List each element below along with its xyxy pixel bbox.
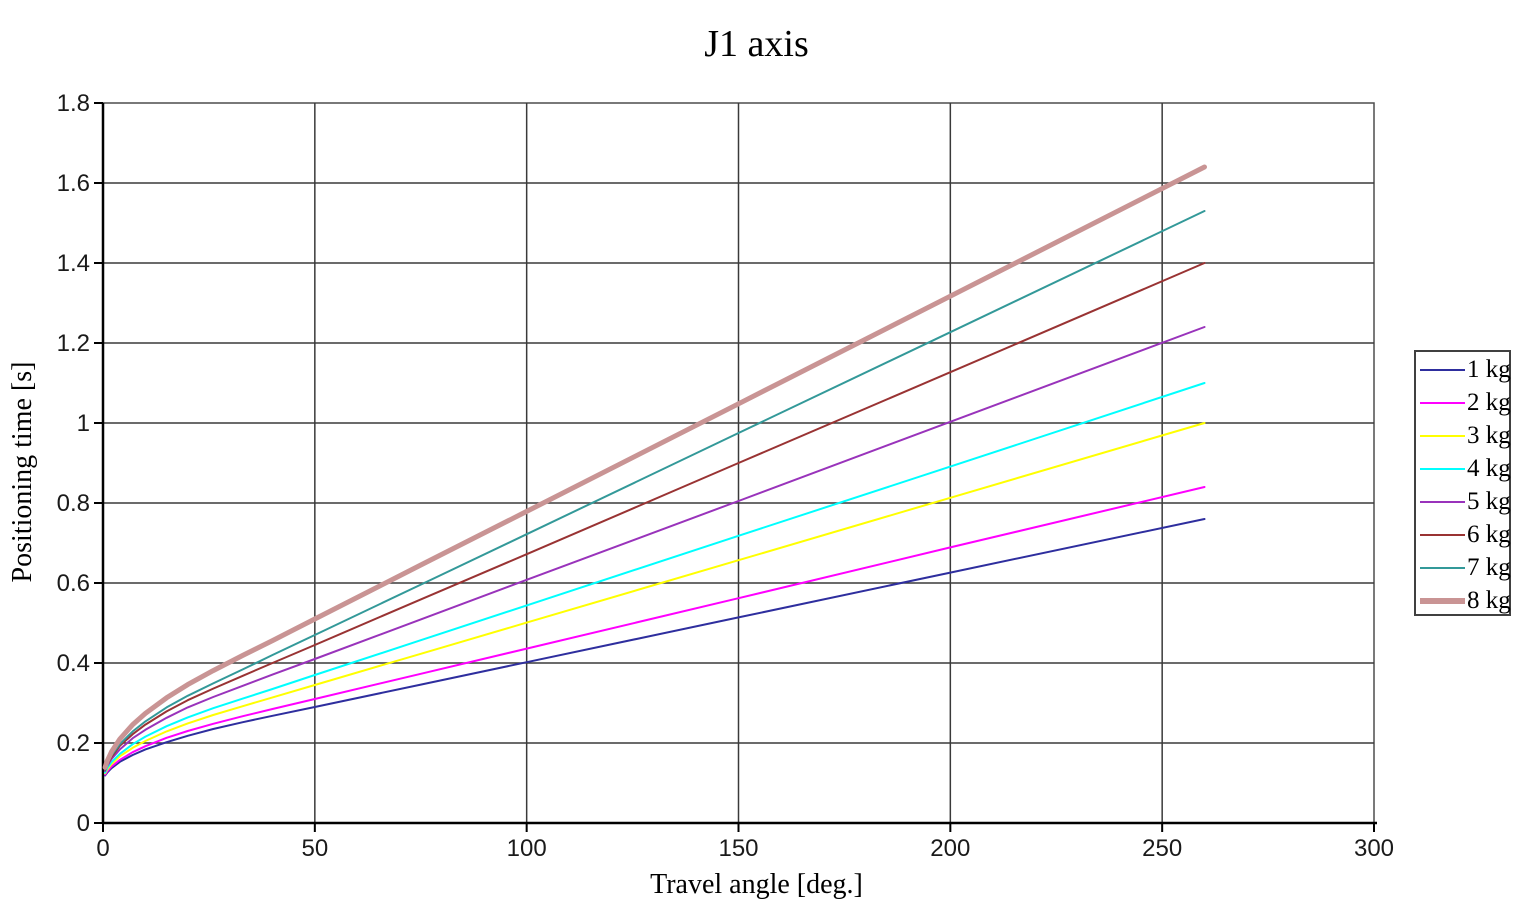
y-tick-label: 0 bbox=[77, 810, 90, 837]
series-line-7kg bbox=[104, 210, 1206, 771]
y-tick-label: 1 bbox=[77, 410, 90, 437]
x-tick-label: 300 bbox=[1354, 835, 1394, 862]
legend-line-swatch bbox=[1420, 597, 1465, 604]
legend-label: 3 kg bbox=[1467, 422, 1511, 449]
series-line-3kg bbox=[104, 422, 1206, 775]
legend-entry: 4 kg bbox=[1420, 452, 1511, 485]
series-line-2kg bbox=[104, 486, 1206, 776]
y-tick-label: 0.4 bbox=[57, 650, 90, 677]
y-tick-label: 1.8 bbox=[57, 90, 90, 117]
legend-line-swatch bbox=[1420, 533, 1465, 536]
y-tick-label: 1.6 bbox=[57, 170, 90, 197]
y-tick-label: 0.6 bbox=[57, 570, 90, 597]
legend-entry: 6 kg bbox=[1420, 518, 1511, 551]
legend-line-swatch bbox=[1420, 434, 1465, 437]
y-tick-label: 0.2 bbox=[57, 730, 90, 757]
y-tick-label: 1.4 bbox=[57, 250, 90, 277]
legend-line-swatch bbox=[1420, 566, 1465, 569]
x-tick-label: 150 bbox=[718, 835, 758, 862]
legend: 1 kg 2 kg 3 kg 4 kg 5 kg 6 kg 7 kg 8 kg bbox=[1414, 350, 1511, 616]
series-line-1kg bbox=[104, 518, 1206, 777]
legend-entry: 1 kg bbox=[1420, 353, 1511, 386]
legend-entry: 5 kg bbox=[1420, 485, 1511, 518]
series-line-8kg bbox=[102, 164, 1207, 770]
legend-label: 6 kg bbox=[1467, 521, 1511, 548]
x-tick-label: 250 bbox=[1142, 835, 1182, 862]
series-line-4kg bbox=[104, 382, 1206, 774]
legend-label: 8 kg bbox=[1467, 587, 1511, 614]
legend-line-swatch bbox=[1420, 500, 1465, 503]
legend-label: 2 kg bbox=[1467, 389, 1511, 416]
legend-entry: 2 kg bbox=[1420, 386, 1511, 419]
legend-entry: 3 kg bbox=[1420, 419, 1511, 452]
legend-entry: 8 kg bbox=[1420, 584, 1511, 617]
x-tick-label: 50 bbox=[301, 835, 328, 862]
series-line-5kg bbox=[104, 326, 1206, 772]
y-tick-label: 0.8 bbox=[57, 490, 90, 517]
x-tick-label: 100 bbox=[507, 835, 547, 862]
legend-line-swatch bbox=[1420, 368, 1465, 371]
x-axis-title: Travel angle [deg.] bbox=[650, 869, 863, 900]
x-tick-label: 200 bbox=[930, 835, 970, 862]
legend-label: 1 kg bbox=[1467, 356, 1511, 383]
legend-line-swatch bbox=[1420, 467, 1465, 470]
legend-line-swatch bbox=[1420, 401, 1465, 404]
chart-title: J1 axis bbox=[704, 23, 809, 65]
legend-label: 4 kg bbox=[1467, 455, 1511, 482]
y-axis-title: Positioning time [s] bbox=[7, 361, 38, 583]
legend-label: 7 kg bbox=[1467, 554, 1511, 581]
y-tick-label: 1.2 bbox=[57, 330, 90, 357]
x-tick-label: 0 bbox=[96, 835, 109, 862]
legend-entry: 7 kg bbox=[1420, 551, 1511, 584]
legend-label: 5 kg bbox=[1467, 488, 1511, 515]
